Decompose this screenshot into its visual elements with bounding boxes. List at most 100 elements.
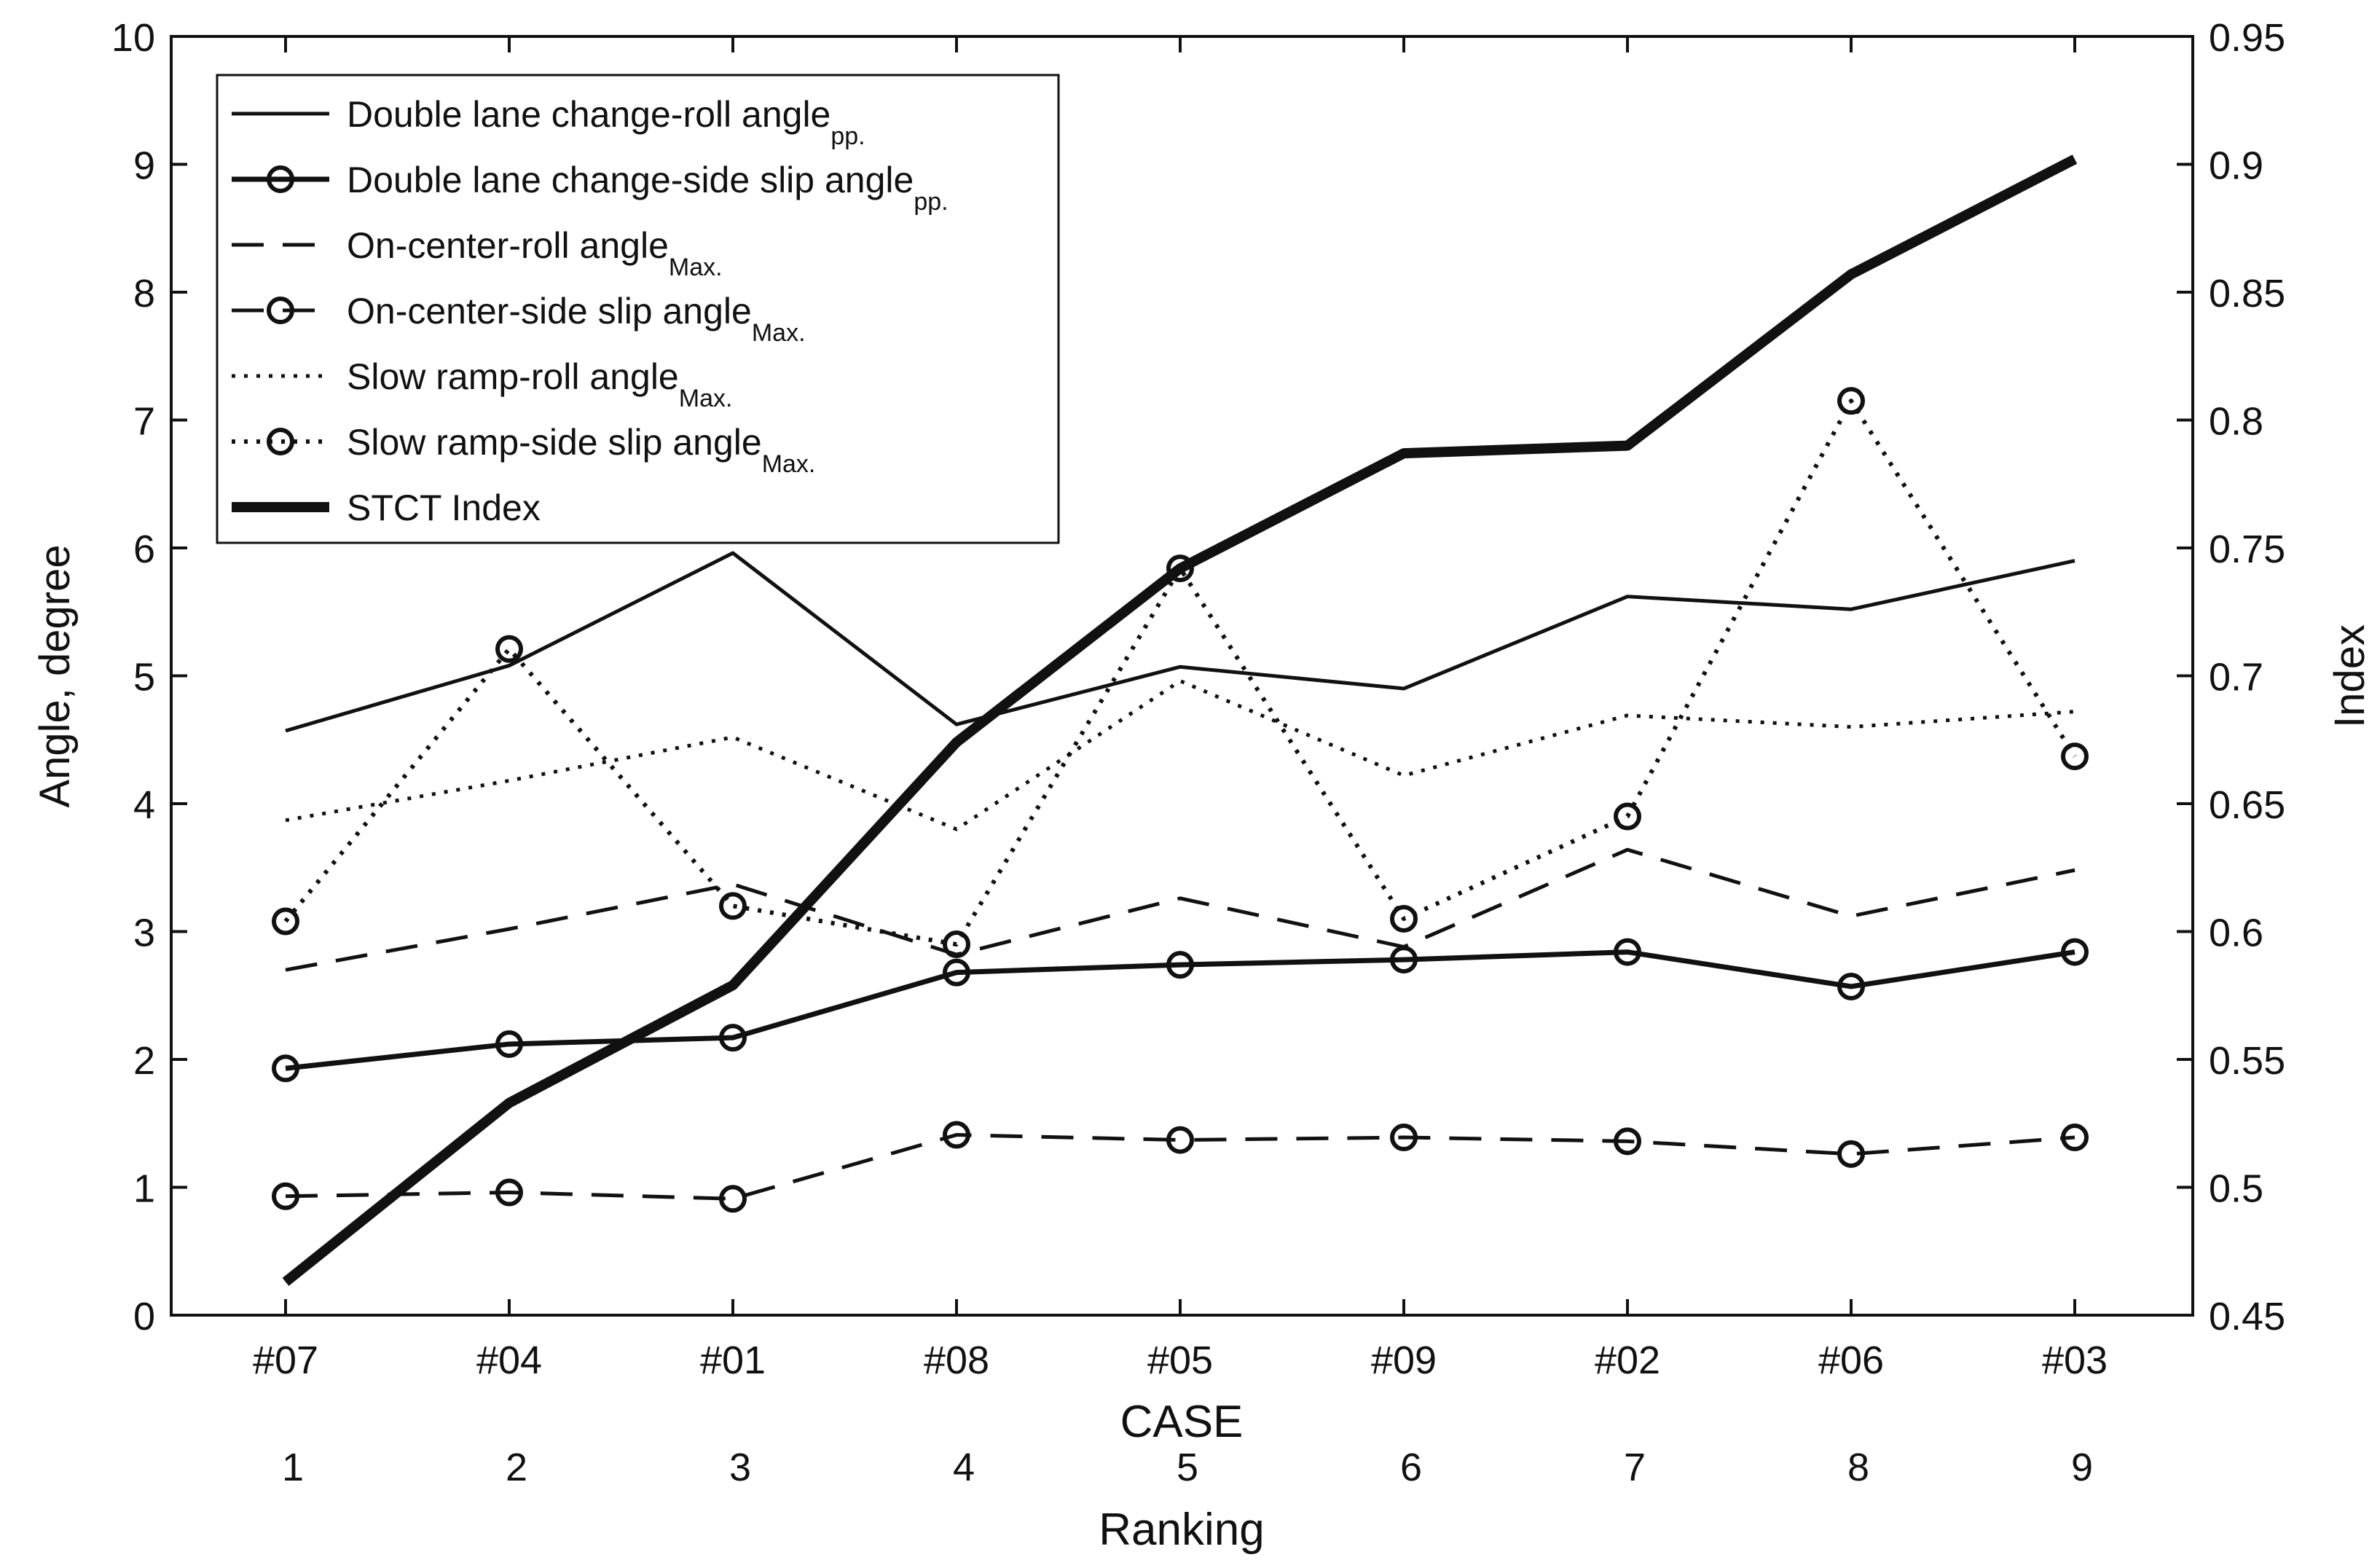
legend-subscript: Max.	[752, 319, 806, 347]
x-axis-label: CASE	[1120, 1397, 1244, 1447]
data-point	[1837, 972, 1865, 1000]
ranking-label: 7	[1624, 1446, 1646, 1489]
legend-subscript: Max.	[679, 385, 733, 412]
y-axis-right: 0.45 0.5 0.55 0.6 0.65 0.7 0.75 0.8 0.85 0.9 0.95	[2177, 16, 2285, 1338]
x-tick-label: #02	[1595, 1338, 1660, 1382]
x-tick-label: #06	[1818, 1338, 1884, 1382]
ranking-label: 3	[729, 1446, 751, 1489]
y-right-tick-label: 0.75	[2209, 528, 2285, 571]
legend-subscript: pp.	[830, 122, 865, 150]
y-tick-label: 6	[133, 528, 155, 571]
data-point	[943, 930, 970, 959]
ranking-label: 5	[1177, 1446, 1198, 1489]
data-point	[2061, 742, 2089, 771]
x-axis: #07 1 #04 2 #01 3 #08 4 #05 5 #09 6 #02 7 #06 8 #03 9	[253, 36, 2108, 1489]
ranking-label: 6	[1400, 1446, 1422, 1489]
legend-marker	[267, 428, 294, 455]
x-tick-label: #09	[1371, 1338, 1437, 1382]
series-line-2	[285, 847, 2075, 972]
series-line-1	[285, 949, 2075, 1071]
data-point	[1837, 1140, 1865, 1168]
y-axis-left: 0 1 2 3 4 5 6 7 8 9 10	[111, 16, 187, 1338]
x-tick-label: #01	[700, 1338, 766, 1382]
series-line-0	[285, 551, 2075, 733]
legend-name: Double lane change-side slip angle	[347, 160, 914, 200]
data-point	[1614, 938, 1641, 966]
legend-name: Slow ramp-side slip angle	[347, 422, 762, 463]
y-right-tick-label: 0.45	[2209, 1295, 2285, 1338]
x-tick-label: #08	[924, 1338, 989, 1382]
data-point	[719, 1024, 747, 1052]
ranking-label: 2	[506, 1446, 527, 1489]
y-right-tick-label: 0.6	[2209, 912, 2263, 955]
data-point	[272, 1054, 299, 1083]
legend-subscript: pp.	[914, 188, 948, 216]
x-tick-label: #07	[253, 1338, 318, 1382]
data-point	[1166, 951, 1194, 979]
data-point	[719, 1185, 747, 1213]
legend-box	[216, 74, 1060, 544]
legend-label: On-center-roll angleMax.	[347, 225, 723, 281]
series-line-6	[282, 154, 2078, 1286]
ranking-label: 4	[953, 1446, 975, 1489]
data-point	[2061, 1124, 2089, 1152]
series-line-3	[285, 1133, 2075, 1201]
y-right-tick-label: 0.8	[2209, 400, 2263, 444]
ranking-label: 8	[1847, 1446, 1869, 1489]
y-axis-right-label: Index	[2326, 624, 2373, 728]
y-right-tick-label: 0.85	[2209, 272, 2285, 315]
data-point	[1390, 1124, 1418, 1152]
data-point	[1614, 802, 1641, 831]
legend-name: On-center-roll angle	[347, 225, 669, 266]
y-tick-label: 2	[133, 1039, 155, 1083]
data-point	[1166, 554, 1194, 583]
data-point	[1166, 1126, 1194, 1154]
ranking-label: 1	[282, 1446, 304, 1489]
legend-label: Double lane change-roll anglepp.	[347, 94, 865, 150]
ranking-label: 9	[2071, 1446, 2093, 1489]
legend-label: Slow ramp-side slip angleMax.	[347, 422, 815, 478]
data-point	[2061, 938, 2089, 966]
data-point	[1614, 1127, 1641, 1156]
legend: Double lane change-roll anglepp.Double l…	[216, 74, 1060, 544]
x-tick-label: #03	[2042, 1338, 2108, 1382]
legend-label: Double lane change-side slip anglepp.	[347, 160, 949, 216]
y-right-tick-label: 0.7	[2209, 656, 2263, 699]
legend-label: On-center-side slip angleMax.	[347, 291, 806, 347]
legend-subscript: Max.	[762, 450, 816, 478]
legend-subscript: Max.	[669, 254, 723, 281]
series-layer	[272, 154, 2089, 1286]
y-tick-label: 5	[133, 656, 155, 699]
y-right-tick-label: 0.65	[2209, 783, 2285, 827]
y-tick-label: 1	[133, 1167, 155, 1211]
data-point	[495, 1030, 523, 1058]
data-point	[272, 907, 299, 936]
y-axis-label: Angle, degree	[31, 544, 79, 807]
y-tick-label: 0	[133, 1295, 155, 1338]
y-right-tick-label: 0.95	[2209, 16, 2285, 60]
data-point	[943, 1121, 970, 1149]
y-tick-label: 3	[133, 912, 155, 955]
data-point	[495, 635, 523, 663]
legend-name: Double lane change-roll angle	[347, 94, 830, 135]
legend-label: Slow ramp-roll angleMax.	[347, 356, 732, 412]
x-tick-label: #05	[1147, 1338, 1213, 1382]
y-tick-label: 10	[111, 16, 155, 60]
data-point	[495, 1178, 523, 1207]
y-right-tick-label: 0.9	[2209, 144, 2263, 188]
data-point	[943, 958, 970, 987]
data-point	[1837, 387, 1865, 415]
data-point	[719, 892, 747, 920]
x-axis-label-ranking: Ranking	[1099, 1505, 1264, 1555]
y-right-tick-label: 0.55	[2209, 1039, 2285, 1083]
y-tick-label: 4	[133, 783, 155, 827]
legend-name: On-center-side slip angle	[347, 291, 752, 332]
y-tick-label: 9	[133, 144, 155, 188]
legend-name: STCT Index	[347, 487, 541, 528]
legend-marker	[267, 165, 294, 193]
data-point	[272, 1182, 299, 1210]
legend-label: STCT Index	[347, 487, 541, 528]
y-tick-label: 8	[133, 272, 155, 315]
y-right-tick-label: 0.5	[2209, 1167, 2263, 1211]
